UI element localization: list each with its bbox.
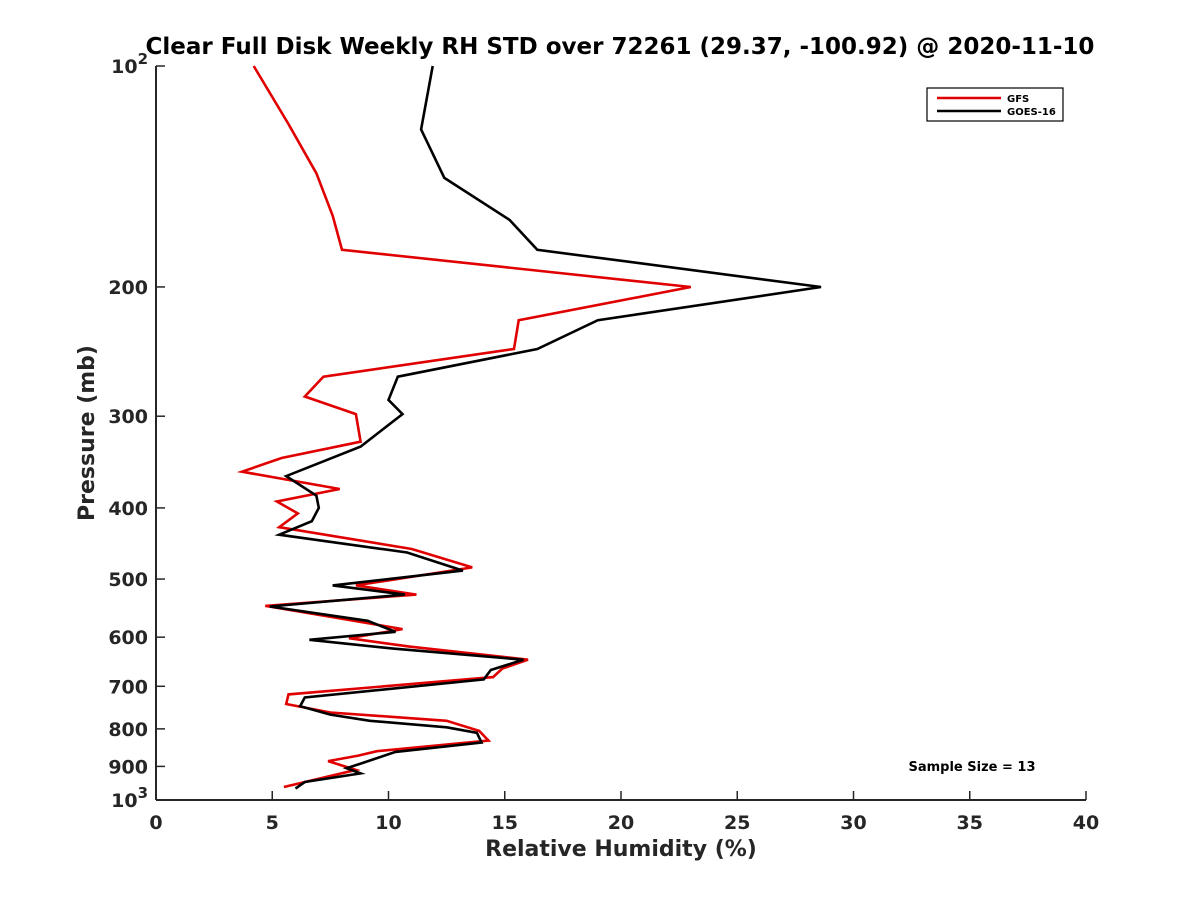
y-axis-label: Pressure (mb) [75, 345, 100, 521]
x-tick-label: 25 [724, 812, 750, 834]
y-tick-label: 700 [108, 676, 148, 698]
x-tick-label: 10 [375, 812, 401, 834]
series-line-gfs [236, 65, 692, 789]
x-axis-label: Relative Humidity (%) [485, 837, 757, 862]
x-tick-label: 20 [608, 812, 634, 834]
x-tick-label: 15 [492, 812, 518, 834]
y-tick-label: 600 [108, 627, 148, 649]
legend-label: GFS [1007, 94, 1029, 105]
y-tick-label: 200 [108, 277, 148, 299]
y-tick-label: 400 [108, 498, 148, 520]
series-line-goes-16 [269, 65, 822, 790]
y-tick-label: 900 [108, 756, 148, 778]
y-tick-label: 102 [111, 50, 148, 78]
sample-size-note: Sample Size = 13 [908, 760, 1035, 775]
x-ticks: 0 5 10 15 20 25 30 35 40 [149, 791, 1099, 834]
legend-label: GOES-16 [1007, 107, 1056, 118]
chart-title: Clear Full Disk Weekly RH STD over 72261… [146, 34, 1095, 60]
x-tick-label: 35 [957, 812, 983, 834]
y-ticks: 102 200 300 400 500 600 700 800 900 103 [108, 50, 165, 812]
y-tick-label: 800 [108, 719, 148, 741]
y-tick-label: 500 [108, 569, 148, 591]
x-tick-label: 0 [149, 812, 162, 834]
x-tick-label: 5 [266, 812, 279, 834]
plot-frame [155, 66, 1086, 801]
x-tick-label: 30 [840, 812, 866, 834]
series-layer [236, 65, 822, 790]
legend-box [926, 87, 1064, 122]
y-tick-label: 300 [108, 406, 148, 428]
x-tick-label: 40 [1073, 812, 1099, 834]
y-tick-label: 103 [111, 784, 148, 812]
legend: GFS GOES-16 [926, 87, 1064, 122]
